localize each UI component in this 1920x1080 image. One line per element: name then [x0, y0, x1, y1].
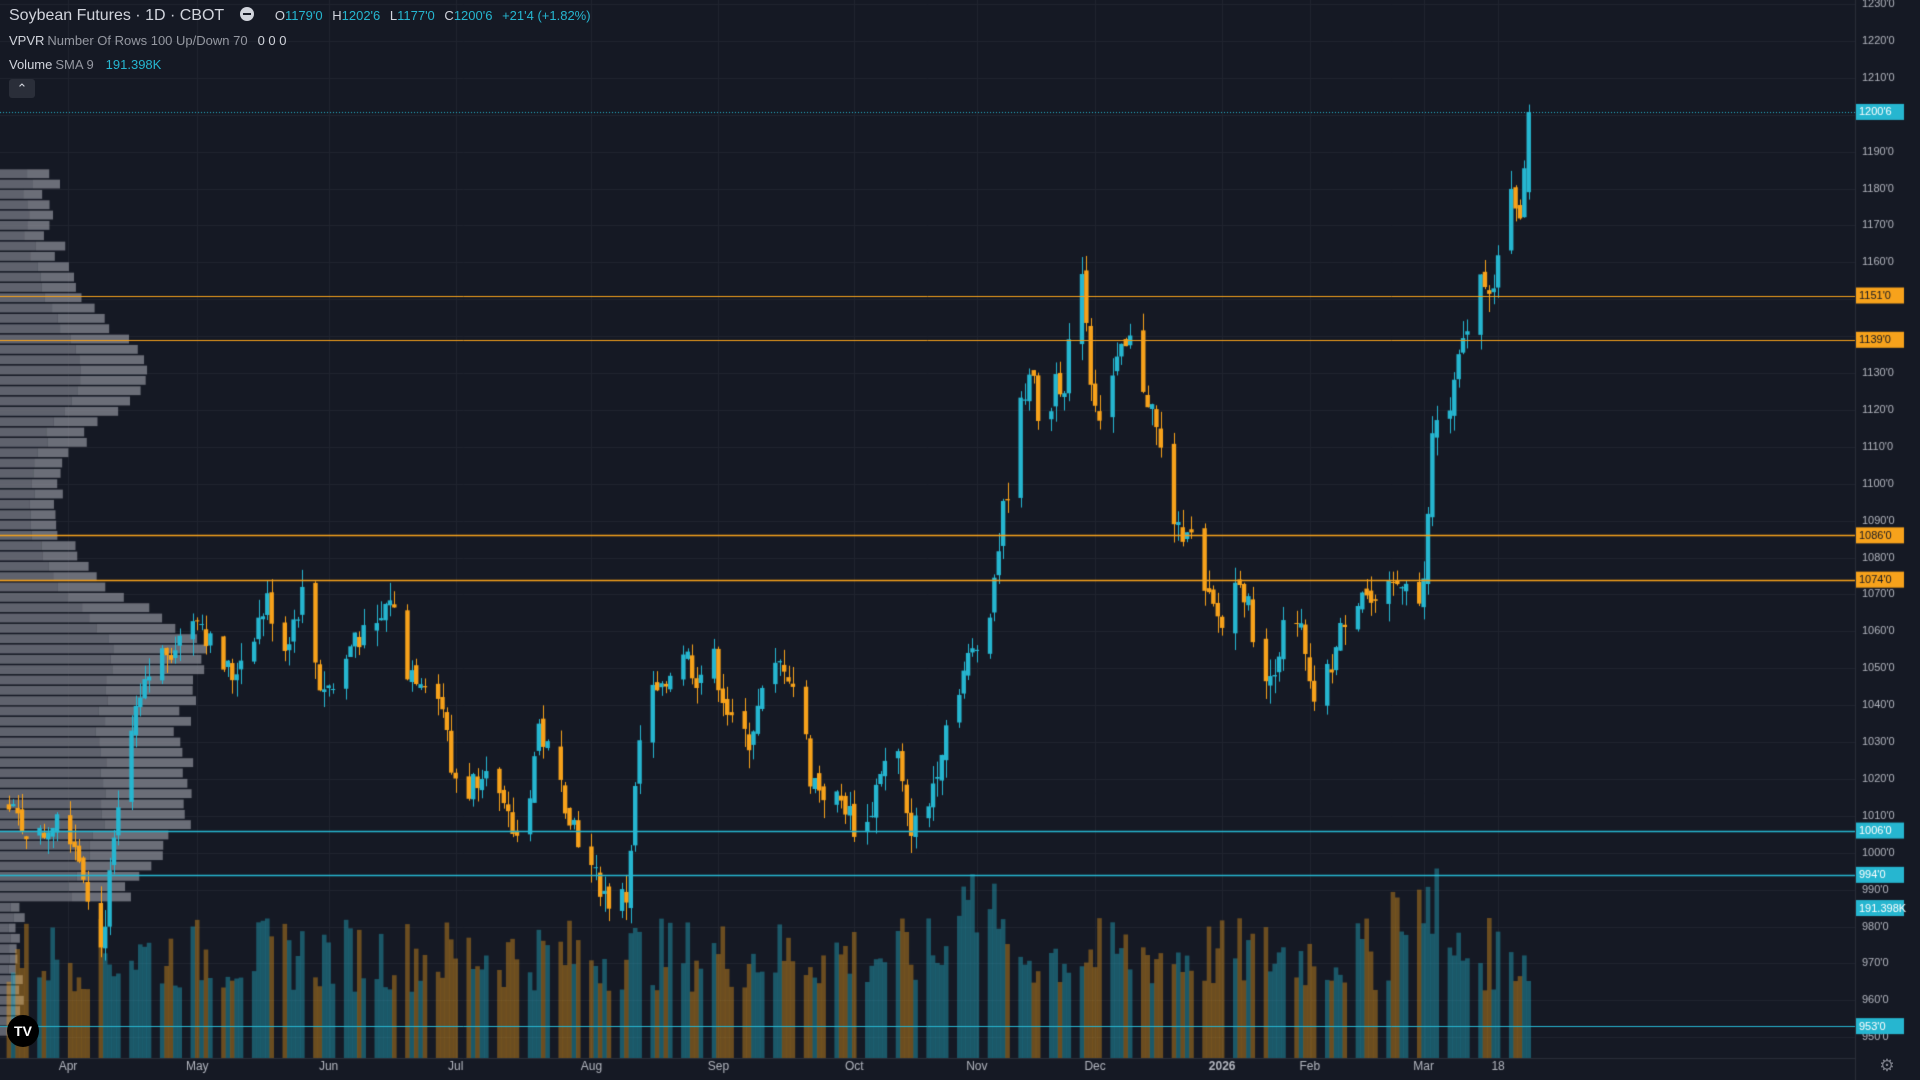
change-value: +21'4 (+1.82%)	[502, 8, 591, 23]
close-label: C	[444, 8, 454, 23]
volume-params: SMA 9	[55, 57, 94, 72]
symbol-legend: Soybean Futures · 1D · CBOT O1179'0 H120…	[9, 7, 591, 25]
gear-icon[interactable]: ⚙	[1879, 1056, 1895, 1075]
vpvr-params: Number Of Rows 100 Up/Down 70	[47, 33, 248, 48]
volume-name: Volume	[9, 57, 53, 72]
open-label: O	[274, 8, 285, 23]
volume-legend[interactable]: Volume SMA 9 191.398K	[9, 56, 161, 74]
volume-sma-value: 191.398K	[105, 57, 162, 72]
vpvr-values: 0 0 0	[257, 33, 287, 48]
ohlc-values: O1179'0 H1202'6 L1177'0 C1200'6 +21'4 (+…	[269, 8, 591, 23]
close-value: 1200'6	[453, 8, 493, 23]
tradingview-logo-icon[interactable]: TV	[7, 1015, 39, 1047]
high-value: 1202'6	[341, 8, 381, 23]
low-value: 1177'0	[397, 8, 435, 23]
chevron-up-icon[interactable]: ⌃	[9, 79, 35, 98]
open-value: 1179'0	[284, 8, 323, 23]
symbol-title[interactable]: Soybean Futures · 1D · CBOT	[9, 7, 224, 24]
vpvr-name: VPVR	[9, 33, 45, 48]
eye-icon[interactable]	[240, 7, 255, 21]
vpvr-legend[interactable]: VPVR Number Of Rows 100 Up/Down 70 0 0 0	[9, 32, 286, 50]
high-label: H	[332, 8, 342, 23]
low-label: L	[389, 8, 398, 23]
